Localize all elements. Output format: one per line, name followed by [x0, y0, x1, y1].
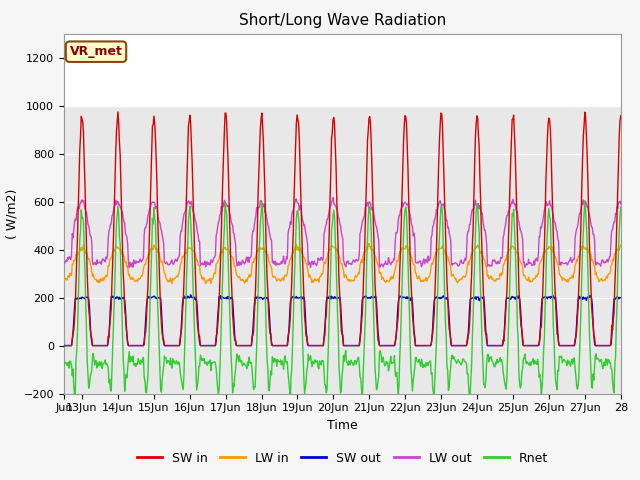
Legend: SW in, LW in, SW out, LW out, Rnet: SW in, LW in, SW out, LW out, Rnet — [132, 447, 553, 469]
Y-axis label: ( W/m2): ( W/m2) — [5, 189, 18, 239]
X-axis label: Time: Time — [327, 419, 358, 432]
Title: Short/Long Wave Radiation: Short/Long Wave Radiation — [239, 13, 446, 28]
Text: VR_met: VR_met — [70, 45, 122, 58]
Bar — [64, 34, 621, 106]
